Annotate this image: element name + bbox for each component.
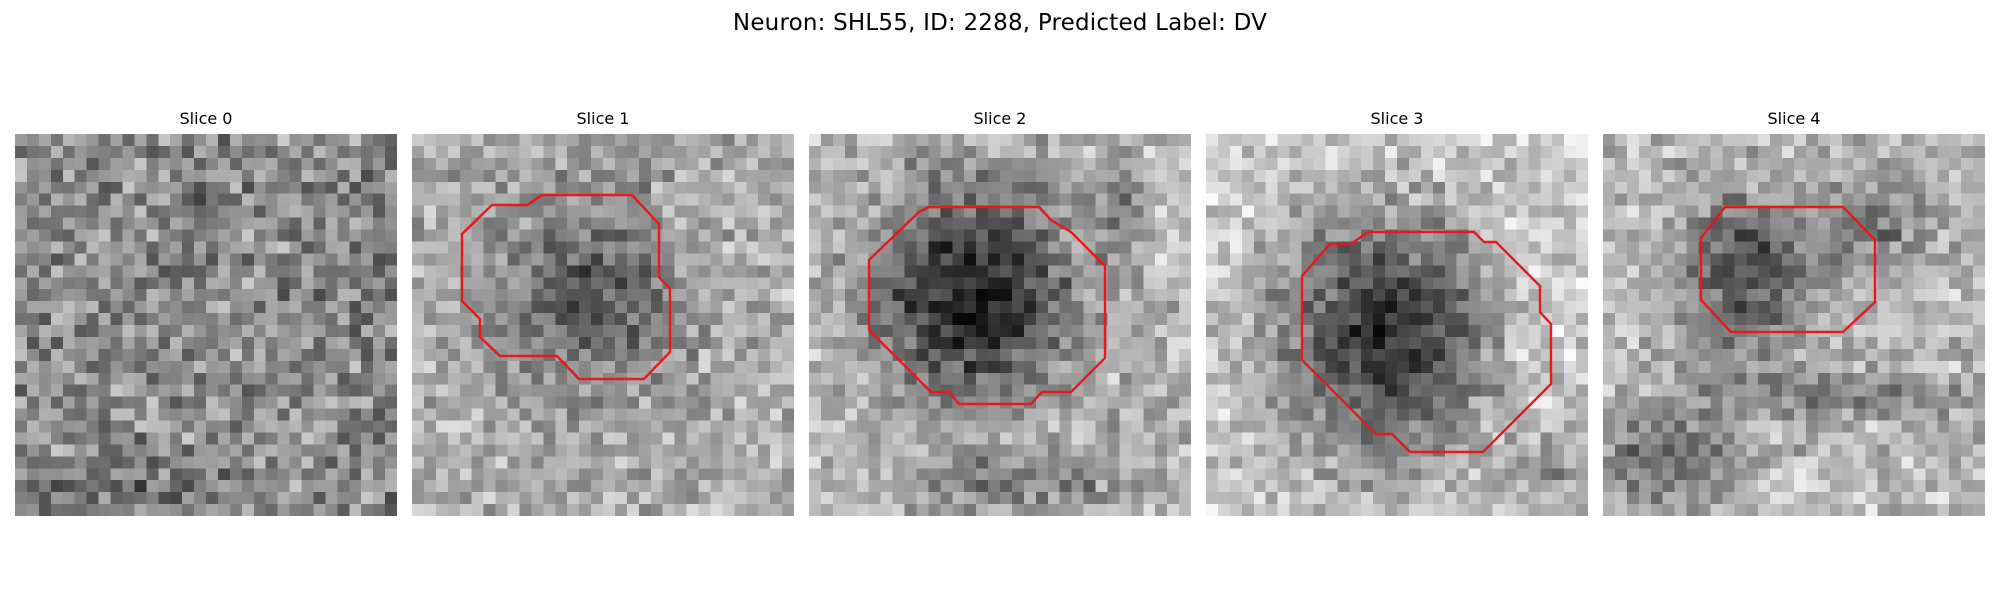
roi-outline-4	[1699, 205, 1877, 334]
roi-outline-1	[460, 193, 672, 381]
slice-panel-0: Slice 0	[15, 108, 397, 518]
slice-title-3: Slice 3	[1370, 109, 1424, 128]
slice-image-3	[1206, 134, 1588, 516]
slice-panel-1: Slice 1	[412, 108, 794, 518]
slice-image-2	[809, 134, 1191, 516]
roi-outline-2	[867, 205, 1107, 406]
slice-title-4: Slice 4	[1767, 109, 1821, 128]
slice-panel-3: Slice 3	[1206, 108, 1588, 518]
slice-title-0: Slice 0	[179, 109, 233, 128]
slice-image-1	[412, 134, 794, 516]
slice-image-4	[1603, 134, 1985, 516]
slice-image-0	[15, 134, 397, 516]
slice-title-2: Slice 2	[973, 109, 1027, 128]
roi-outline-3	[1300, 230, 1553, 454]
slice-panel-4: Slice 4	[1603, 108, 1985, 518]
figure-title: Neuron: SHL55, ID: 2288, Predicted Label…	[732, 10, 1268, 36]
slice-panel-2: Slice 2	[809, 108, 1191, 518]
slice-title-1: Slice 1	[576, 109, 630, 128]
